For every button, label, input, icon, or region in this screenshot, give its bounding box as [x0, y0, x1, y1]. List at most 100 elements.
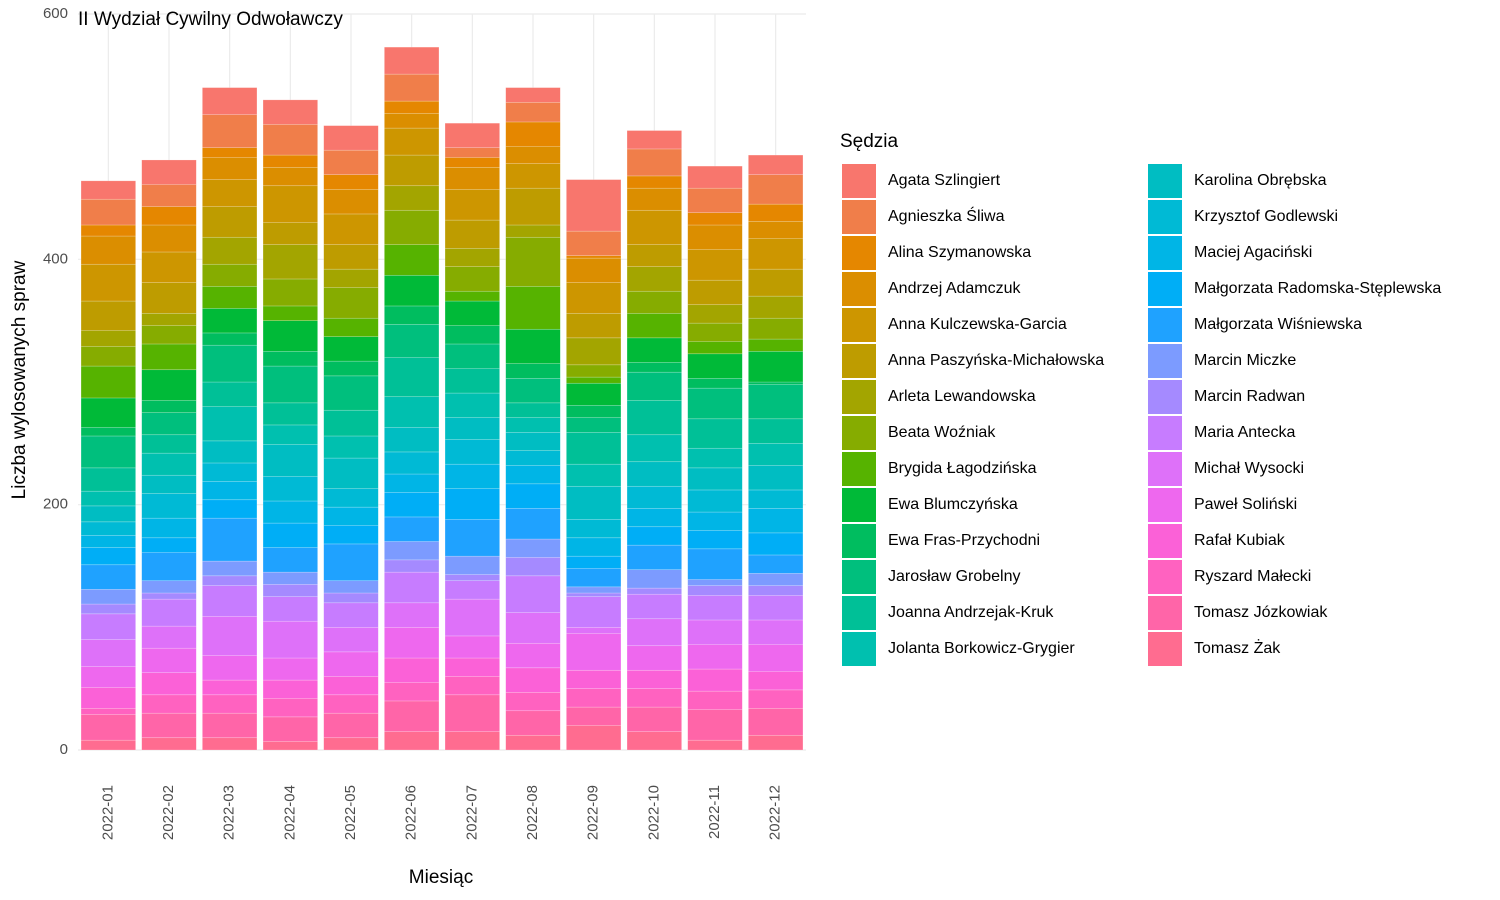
bar-segment	[566, 706, 622, 726]
bar-segment	[444, 392, 500, 418]
bar-segment	[566, 313, 622, 339]
bar-segment	[141, 412, 197, 436]
x-tick-label: 2022-12	[767, 785, 784, 840]
legend-label: Beata Woźniak	[888, 424, 996, 441]
bar-segment	[748, 465, 804, 491]
bar-segment	[80, 714, 136, 741]
bar-segment	[566, 257, 622, 283]
bar-segment	[626, 461, 682, 487]
bar-segment	[384, 571, 440, 604]
bar-segment	[80, 739, 136, 751]
bar-segment	[323, 525, 379, 545]
bar-segment	[323, 592, 379, 604]
bar-segment	[748, 418, 804, 444]
bar-segment	[323, 287, 379, 319]
bar-segment	[748, 671, 804, 691]
bar-segment	[141, 434, 197, 454]
bar-segment	[323, 360, 379, 377]
bar-segment	[262, 596, 318, 622]
bar-segment	[748, 489, 804, 509]
bar-segment	[444, 598, 500, 637]
bar-segment	[202, 517, 258, 562]
bar-segment	[323, 174, 379, 190]
legend-key	[1148, 596, 1182, 630]
bar-segment	[687, 165, 743, 189]
bar-segment	[444, 219, 500, 249]
bar-segment	[505, 363, 561, 379]
bar-segment	[80, 490, 136, 507]
legend-label: Karolina Obrębska	[1194, 172, 1327, 189]
bar-segment	[687, 279, 743, 306]
x-tick-label: 2022-05	[342, 785, 359, 840]
bar-segment	[444, 417, 500, 440]
bar-segment	[687, 187, 743, 214]
bar-segment	[262, 657, 318, 681]
bar-segment	[687, 690, 743, 710]
bar-segment	[202, 694, 258, 714]
bar-segment	[444, 290, 500, 302]
bar-segment	[80, 603, 136, 615]
bar-segment	[505, 612, 561, 644]
bar-segment	[505, 378, 561, 404]
bar-segment	[80, 707, 136, 715]
bar-segment	[202, 575, 258, 586]
bar-segment	[687, 467, 743, 491]
bar-segment	[80, 300, 136, 331]
legend-key	[1148, 416, 1182, 450]
bar-segment	[566, 586, 622, 594]
bar-segment	[687, 224, 743, 250]
bar-segment	[202, 406, 258, 442]
bar-segment	[626, 731, 682, 751]
bar-segment	[748, 154, 804, 175]
bar-segment	[505, 431, 561, 451]
bar-segment	[566, 485, 622, 520]
bar-segment	[262, 99, 318, 125]
legend-key	[842, 560, 876, 594]
bar-segment	[384, 274, 440, 307]
bar-segment	[202, 679, 258, 696]
bar-segment	[384, 657, 440, 683]
bar-segment	[323, 213, 379, 245]
legend-key	[842, 164, 876, 198]
bar-segment	[626, 587, 682, 595]
bar-segment	[141, 206, 197, 226]
bar-segment	[505, 642, 561, 669]
legend-label: Alina Szymanowska	[888, 244, 1031, 261]
bar-segment	[626, 669, 682, 689]
bar-segment	[141, 474, 197, 494]
bar-segment	[444, 694, 500, 732]
bar-segment	[566, 596, 622, 628]
bar-segment	[262, 698, 318, 718]
bar-segment	[748, 644, 804, 672]
bar-segment	[626, 148, 682, 177]
y-axis-label: Liczba wylosowanych spraw	[9, 260, 30, 499]
bar-segment	[566, 463, 622, 487]
bar-segment	[384, 357, 440, 398]
bar-segment	[748, 734, 804, 751]
bar-segment	[566, 364, 622, 378]
bar-segment	[748, 338, 804, 352]
bar-segment	[141, 251, 197, 283]
bar-segment	[262, 351, 318, 367]
legend-label: Małgorzata Wiśniewska	[1194, 316, 1362, 333]
legend-key	[1148, 560, 1182, 594]
bar-segment	[748, 381, 804, 385]
bar-segment	[687, 739, 743, 751]
bar-segment	[202, 712, 258, 739]
legend-key	[842, 416, 876, 450]
bar-segment	[505, 692, 561, 712]
legend-label: Małgorzata Radomska-Stęplewska	[1194, 280, 1441, 297]
bar-segment	[384, 541, 440, 561]
bar-segment	[444, 247, 500, 267]
bar-segment	[141, 694, 197, 714]
bar-segment	[687, 341, 743, 355]
x-axis-label: Miesiąc	[409, 867, 473, 888]
legend-key	[1148, 236, 1182, 270]
bar-segment	[748, 443, 804, 466]
bar-segment	[566, 382, 622, 406]
bar-segment	[444, 574, 500, 582]
bar-segment	[566, 179, 622, 232]
bar-segment	[141, 580, 197, 594]
legend-label: Anna Paszyńska-Michałowska	[888, 352, 1104, 369]
